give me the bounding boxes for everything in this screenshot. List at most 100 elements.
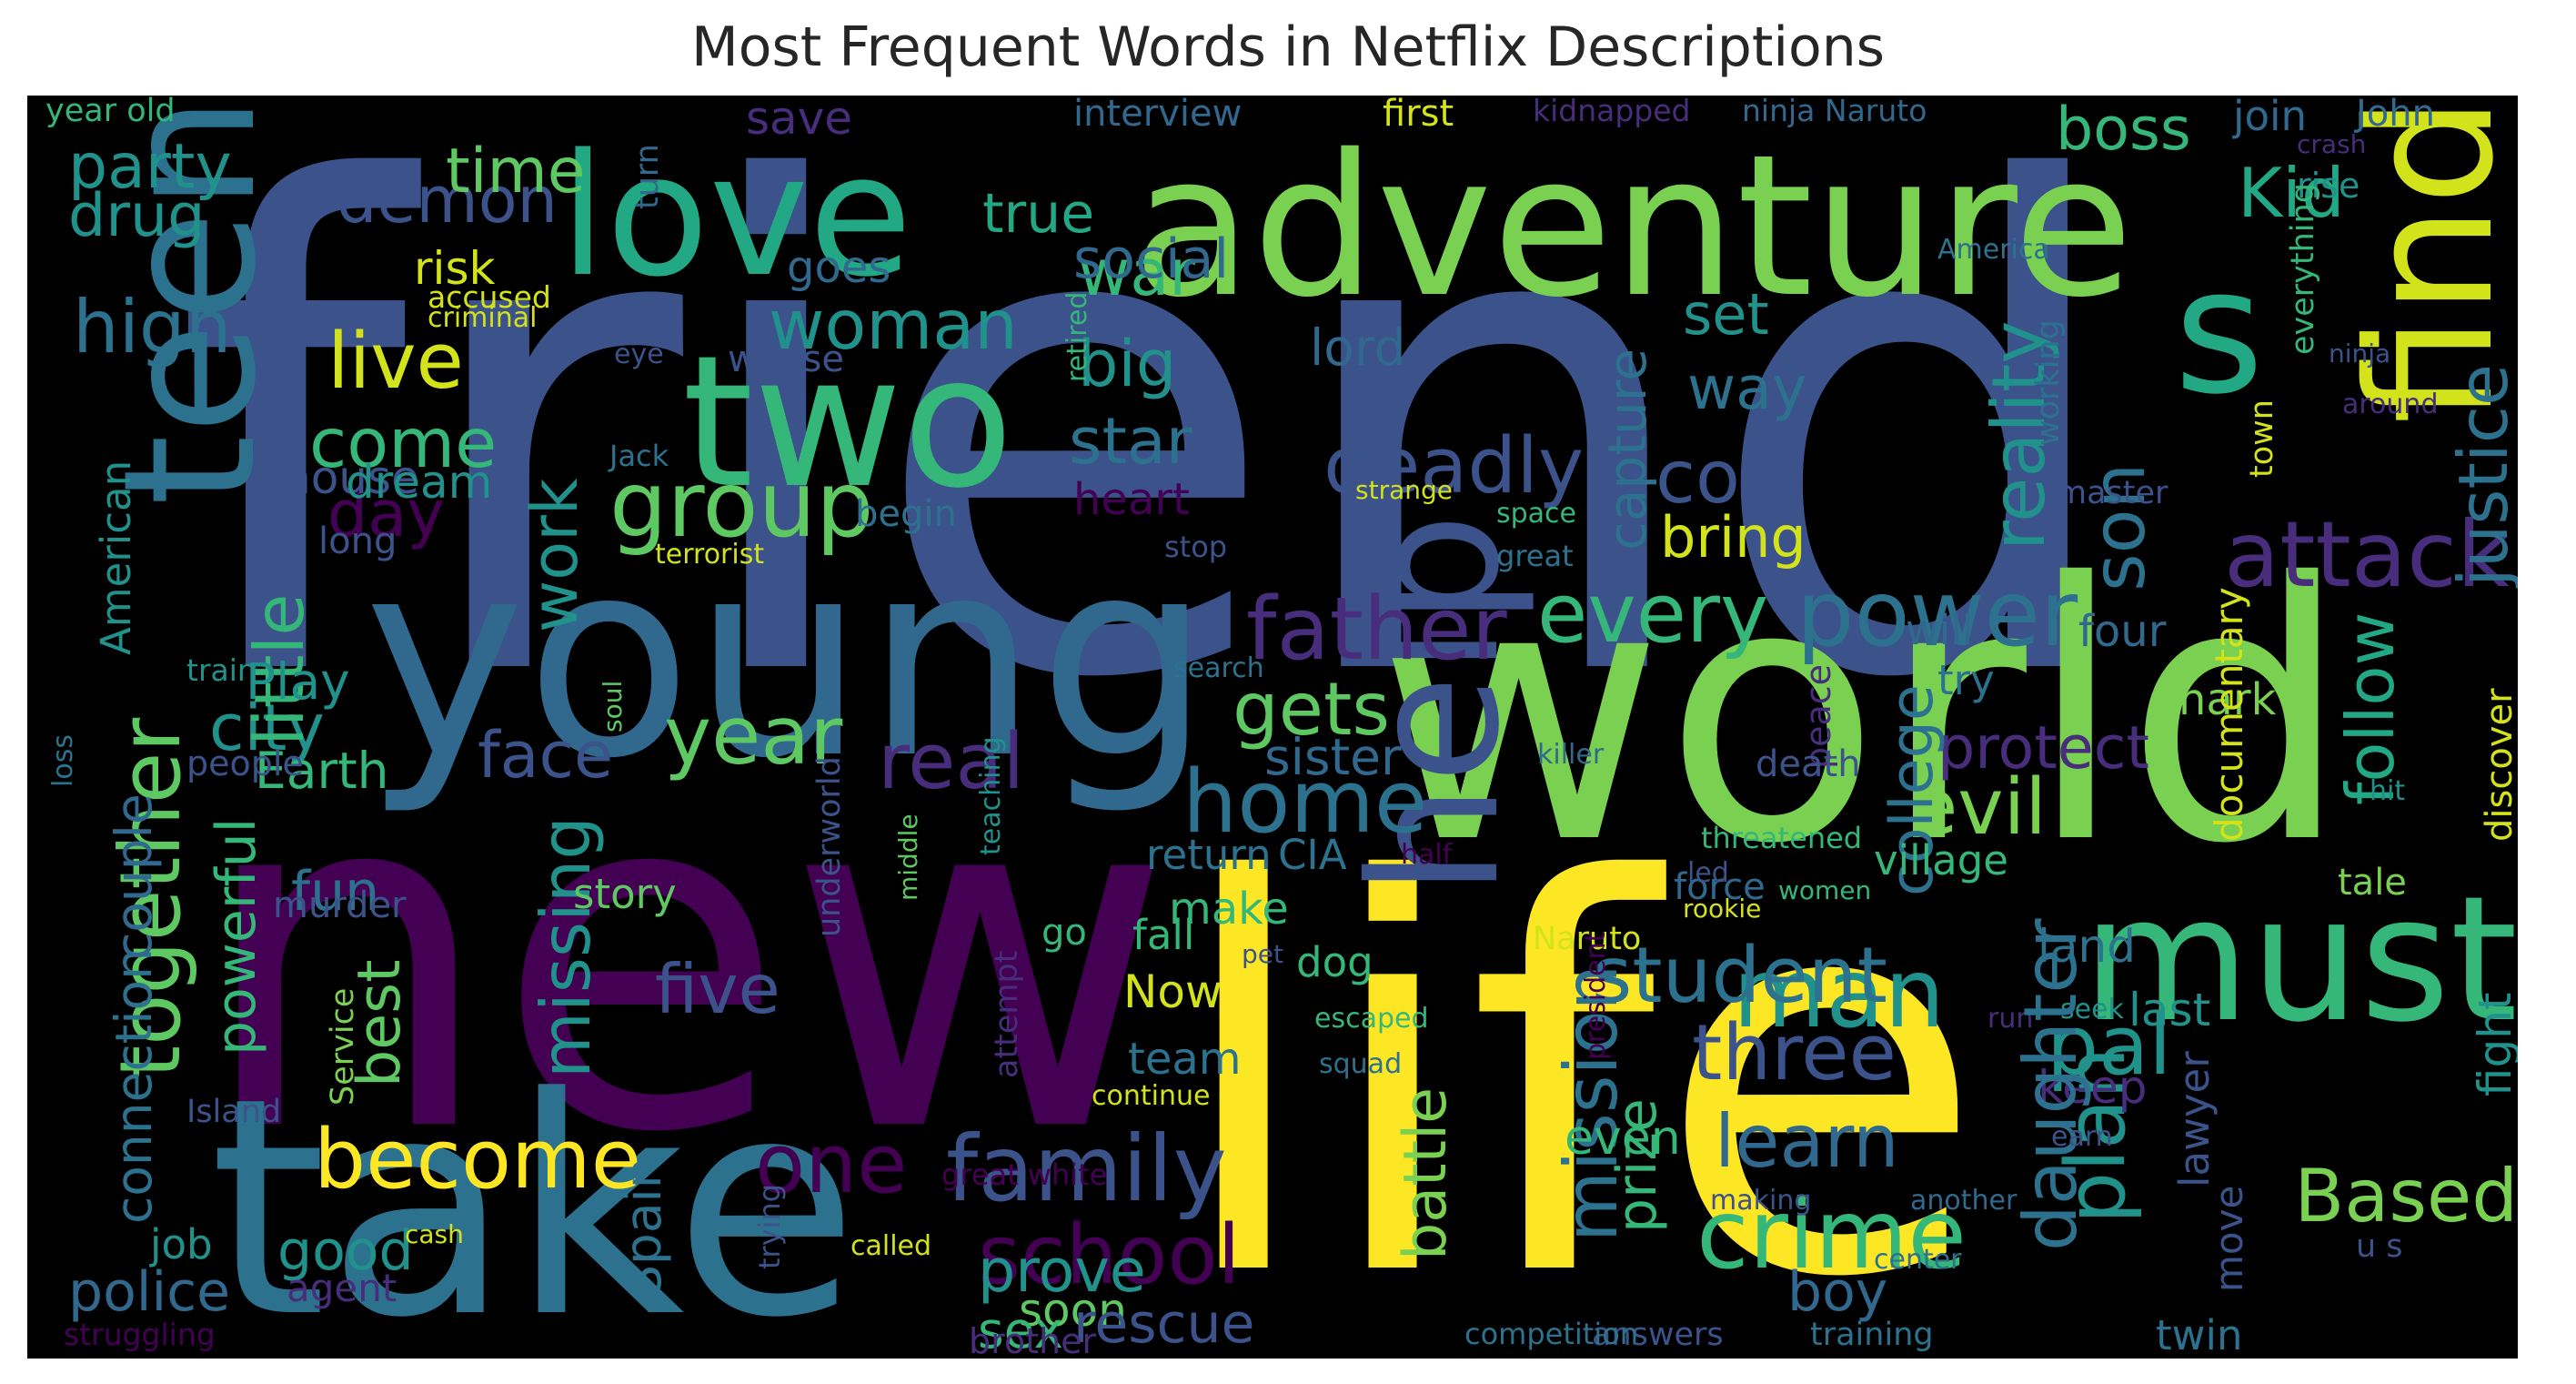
word-new: new: [196, 684, 1173, 1236]
word-dog: dog: [1296, 938, 1374, 986]
word-spain: Spain: [614, 1157, 672, 1297]
word-eye: eye: [614, 338, 664, 370]
word-justice: justice: [2443, 363, 2518, 587]
word-train: train: [186, 652, 257, 688]
word-cash: cash: [405, 1219, 464, 1249]
word-year-old: year old: [45, 96, 176, 129]
word-interview: interview: [1073, 96, 1243, 135]
word-adventure: adventure: [1132, 112, 2134, 340]
word-world: world: [1374, 508, 2350, 921]
word-based: Based: [2294, 1154, 2518, 1238]
word-every: every: [1537, 566, 1769, 662]
word-man: man: [1733, 938, 1946, 1049]
word-connection: connection: [105, 947, 163, 1224]
word-island: Island: [186, 1094, 282, 1130]
word-shark: shark: [2156, 674, 2277, 725]
word-sister: sister: [1264, 728, 1402, 786]
word-city: city: [209, 691, 325, 765]
word-will: will: [1906, 606, 1974, 654]
word-boss: boss: [2056, 96, 2191, 164]
word-rookie: rookie: [1683, 894, 1762, 924]
word-kidnapped: kidnapped: [1533, 96, 1691, 128]
word-underworld: underworld: [811, 756, 848, 937]
word-force: force: [1674, 866, 1766, 908]
word-battle: battle: [1392, 1086, 1460, 1260]
word-hit: hit: [2370, 775, 2406, 807]
word-death: death: [1756, 743, 1861, 785]
word-america: America: [1937, 234, 2050, 266]
word-fight: fight: [2469, 992, 2518, 1096]
word-rescue: rescue: [1073, 1292, 1255, 1356]
word-led: led: [1687, 857, 1729, 889]
word-ninja-naruto: ninja Naruto: [1742, 96, 1927, 128]
word-threatened: threatened: [1701, 821, 1863, 855]
word-great-white: great white: [941, 1157, 1108, 1192]
word-women: women: [1778, 875, 1872, 905]
word-village: village: [1874, 836, 2008, 884]
word-great: great: [1496, 539, 1574, 573]
word-father: father: [1246, 580, 1507, 680]
word-job: job: [150, 1220, 213, 1268]
word-tale: tale: [2338, 862, 2407, 904]
word-master: master: [2056, 475, 2168, 511]
word-earn: earn: [2051, 1121, 2113, 1153]
word-deadly: deadly: [1323, 421, 1585, 511]
word-four: four: [2078, 606, 2167, 657]
word-training: training: [1810, 1317, 1934, 1353]
word-service: Service: [325, 987, 361, 1106]
word-risk: risk: [414, 242, 496, 295]
word-take: take: [209, 1034, 859, 1359]
word-brother: brother: [969, 1321, 1097, 1359]
word-trying: trying: [752, 1183, 787, 1269]
word-fall: fall: [1132, 911, 1195, 959]
word-jack: Jack: [609, 439, 669, 473]
word-half: half: [1401, 839, 1453, 871]
word-day: day: [327, 477, 445, 551]
word-search: search: [1173, 652, 1264, 684]
word-play: Play: [246, 652, 350, 711]
word-protect: protect: [1937, 714, 2150, 783]
word-president: president: [1580, 931, 1612, 1060]
word-house: house: [282, 451, 419, 504]
word-first: first: [1383, 96, 1454, 135]
word-accused: accused: [428, 279, 551, 315]
word-stop: stop: [1164, 530, 1228, 564]
word-naruto: Naruto: [1533, 921, 1642, 957]
word-bring: bring: [1660, 504, 1806, 571]
word-learn: learn: [1715, 1099, 1899, 1184]
word-teaching: teaching: [975, 736, 1007, 855]
word-struggling: struggling: [64, 1317, 216, 1352]
word-party: party: [68, 131, 232, 203]
word-two: two: [682, 317, 1014, 529]
word-attempt: attempt: [989, 950, 1025, 1078]
word-strange: strange: [1355, 475, 1453, 505]
word-boy: boy: [1787, 1260, 1888, 1324]
word-group: group: [609, 451, 874, 558]
word-around: around: [2342, 389, 2439, 420]
word-join: join: [2233, 96, 2308, 140]
word-lord: lord: [1310, 318, 1406, 377]
word-middle: middle: [893, 813, 923, 901]
word-called: called: [850, 1230, 932, 1262]
word-agent: agent: [287, 1266, 397, 1310]
word-crime: crime: [1696, 1179, 1967, 1290]
word-competition: competition: [1464, 1317, 1639, 1351]
word-return: return: [1146, 831, 1272, 879]
word-killer: killer: [1537, 739, 1605, 771]
word-murder: murder: [273, 884, 407, 926]
word-now: Now: [1123, 965, 1223, 1018]
word-crash: crash: [2297, 129, 2367, 159]
word-keep: keep: [2038, 1061, 2148, 1114]
word-missing: missing: [526, 815, 606, 1078]
word-cloud: friend new life world young take adventure love…: [27, 96, 2518, 1359]
word-cia: CIA: [1278, 831, 1347, 879]
word-friend: friend: [173, 96, 2128, 824]
word-terrorist: terrorist: [655, 539, 765, 571]
word-squad: squad: [1319, 1048, 1403, 1080]
word-everything: everything: [2285, 183, 2321, 355]
word-seek: seek: [2060, 994, 2124, 1025]
word-true: true: [982, 182, 1095, 246]
word-star: star: [1069, 404, 1192, 479]
word-soon: soon: [1019, 1284, 1127, 1337]
